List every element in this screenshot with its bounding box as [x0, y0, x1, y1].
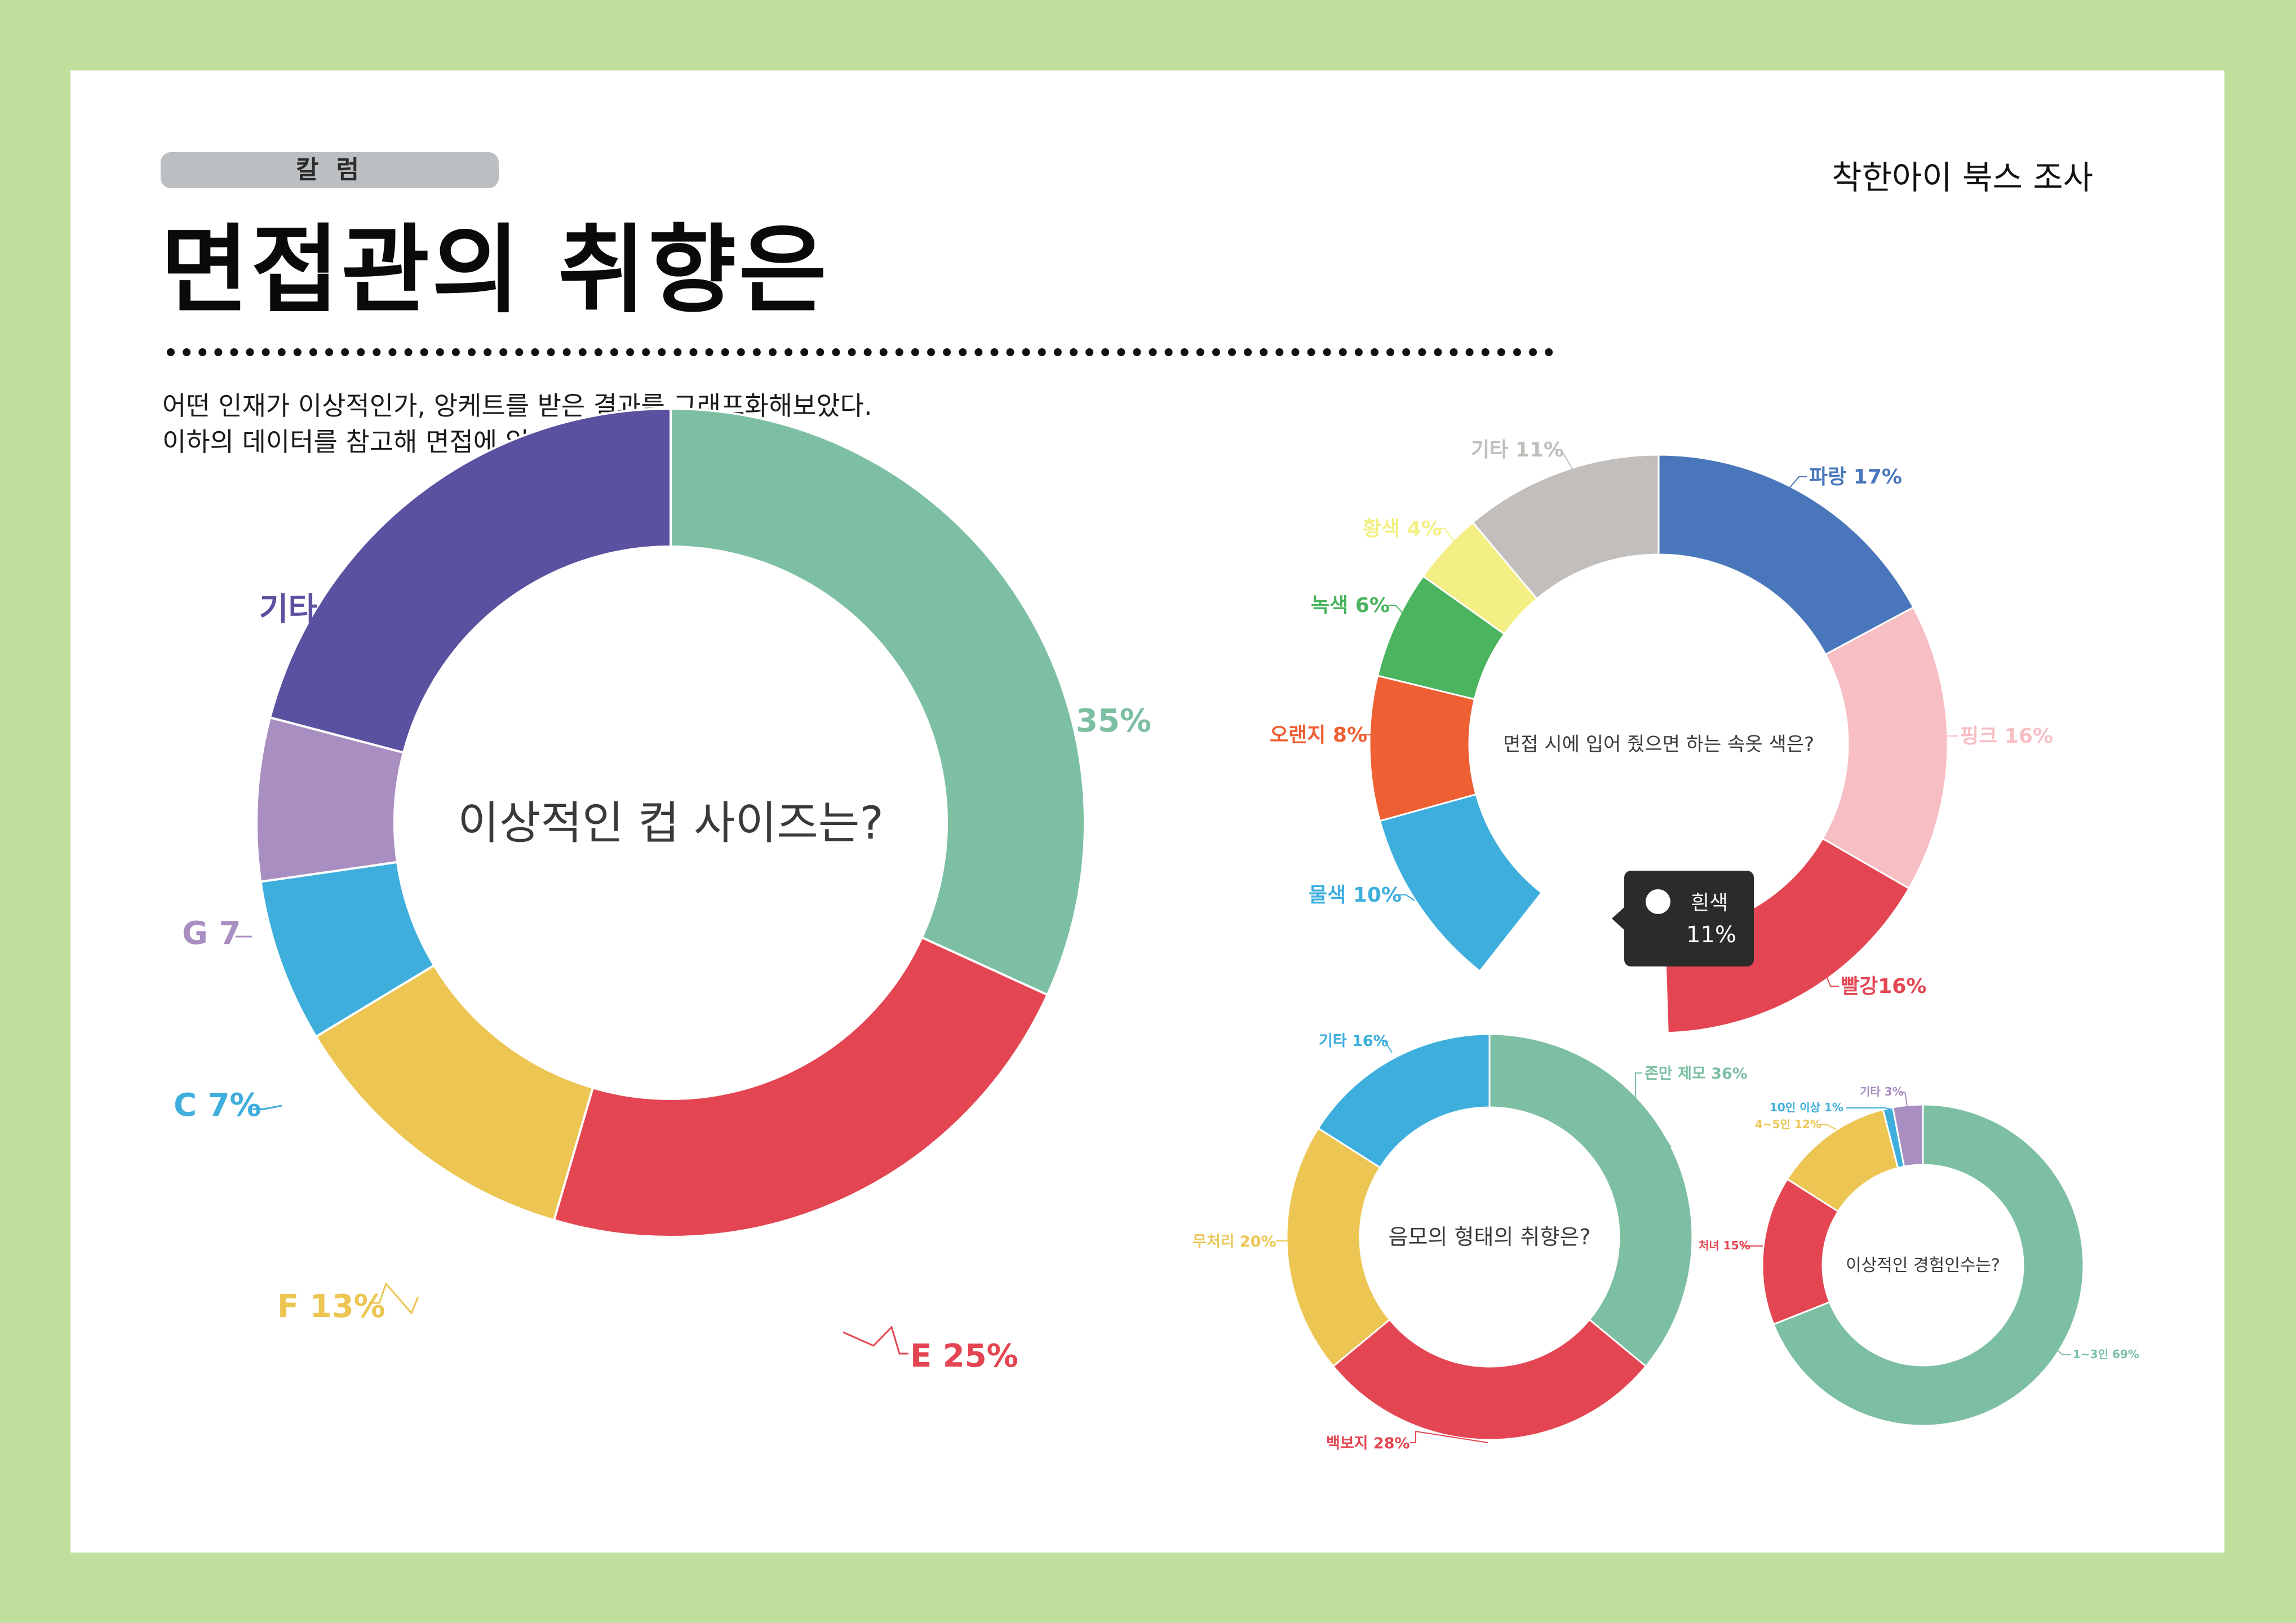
data-label-underwear-color-5: 오랜지 8% — [1270, 724, 1367, 747]
leader-line-underwear-color-7 — [1438, 528, 1455, 542]
leader-line-underwear-color-6 — [1389, 605, 1406, 616]
data-label-partner-count-3: 10인 이상 1% — [1770, 1101, 1843, 1114]
slice-underwear-color-2[interactable] — [1664, 837, 1911, 1034]
data-label-partner-count-4: 기타 3% — [1860, 1085, 1904, 1098]
tooltip-label: 흰색 — [1691, 892, 1728, 915]
leader-line-underwear-color-4 — [1399, 894, 1415, 901]
data-label-partner-count-2: 4~5인 12% — [1755, 1118, 1821, 1131]
chart-title-underwear-color: 면접 시에 입어 줬으면 하는 속옷 색은? — [1503, 733, 1814, 756]
chart-title-pubic-hair: 음모의 형태의 취향은? — [1389, 1225, 1591, 1249]
slice-underwear-color-8[interactable] — [1471, 454, 1660, 600]
page-title: 면접관의 취향은 — [161, 215, 829, 326]
data-label-underwear-color-1: 핑크 16% — [1960, 725, 2053, 748]
leader-line-pubic-hair-3 — [1380, 1040, 1393, 1053]
leader-line-cup-size-1 — [843, 1325, 908, 1355]
donut-chart-cup-size: D 35% E 25% F 13% C 7% G 7 기타 23% 이상적인 컵 사이즈는? — [174, 407, 1151, 1374]
data-label-pubic-hair-2: 무처리 20% — [1193, 1233, 1276, 1250]
data-label-cup-size-2: F 13% — [277, 1288, 385, 1325]
data-label-underwear-color-2: 빨강16% — [1841, 975, 1926, 998]
tooltip-box — [1624, 871, 1754, 966]
slice-pubic-hair-2[interactable] — [1286, 1127, 1391, 1368]
data-label-underwear-color-6: 녹색 6% — [1311, 594, 1390, 617]
tooltip-swatch-icon — [1646, 889, 1670, 914]
leader-line-partner-count-4 — [1900, 1092, 1908, 1106]
leader-line-pubic-hair-0 — [1635, 1072, 1672, 1147]
leader-line-underwear-color-0 — [1786, 476, 1807, 492]
slice-pubic-hair-0[interactable] — [1488, 1033, 1694, 1368]
data-label-cup-size-5: 기타 23% — [259, 591, 404, 628]
dotted-divider — [167, 348, 1553, 356]
slice-underwear-color-3[interactable] — [1479, 893, 1668, 1033]
slice-cup-size-2[interactable] — [314, 964, 595, 1222]
tooltip-value: 11% — [1686, 922, 1736, 948]
data-label-partner-count-0: 1~3인 69% — [2073, 1347, 2139, 1361]
slice-cup-size-1[interactable] — [552, 935, 1049, 1238]
donut-chart-partner-count: 1~3인 69% 처녀 15% 4~5인 12% 10인 이상 1% 기타 3% 이상적인… — [1699, 1085, 2139, 1427]
leader-line-pubic-hair-1 — [1410, 1430, 1488, 1443]
slice-pubic-hair-1[interactable] — [1332, 1318, 1647, 1441]
slice-underwear-color-5[interactable] — [1368, 675, 1477, 822]
leader-line-cup-size-3 — [252, 1105, 282, 1110]
slice-cup-size-0[interactable] — [670, 407, 1086, 996]
slice-cup-size-5[interactable] — [268, 407, 672, 754]
leader-line-cup-size-0 — [1019, 722, 1037, 742]
data-label-underwear-color-8: 기타 11% — [1471, 438, 1564, 462]
slice-partner-count-4[interactable] — [1891, 1103, 1924, 1168]
data-label-pubic-hair-0: 존만 제모 36% — [1645, 1065, 1748, 1083]
chart-title-cup-size: 이상적인 컵 사이즈는? — [458, 797, 884, 849]
data-label-cup-size-0: D 35% — [1039, 703, 1151, 739]
data-label-partner-count-1: 처녀 15% — [1699, 1239, 1750, 1252]
leader-line-cup-size-2 — [369, 1282, 419, 1315]
data-label-cup-size-3: C 7% — [174, 1087, 261, 1124]
chart-title-partner-count: 이상적인 경험인수는? — [1846, 1256, 2000, 1275]
leader-line-partner-count-3 — [1846, 1107, 1891, 1110]
data-label-underwear-color-7: 황색 4% — [1363, 517, 1442, 540]
data-label-cup-size-4: G 7 — [182, 915, 241, 952]
slice-tooltip: 흰색 11% — [1612, 871, 1754, 966]
tooltip-pointer — [1612, 907, 1624, 930]
data-label-pubic-hair-3: 기타 16% — [1319, 1032, 1389, 1050]
donut-chart-underwear-color: 파랑 17% 핑크 16% 빨강16% 물색 10% 오랜지 8% 녹색 6% 황색 4% 기… — [1270, 438, 2053, 1034]
slice-underwear-color-0[interactable] — [1657, 454, 1915, 656]
leader-line-partner-count-0 — [2051, 1345, 2071, 1355]
data-label-cup-size-1: E 25% — [910, 1338, 1018, 1374]
data-label-underwear-color-4: 물색 10% — [1309, 884, 1402, 907]
leader-line-underwear-color-2 — [1824, 972, 1839, 987]
slice-partner-count-0[interactable] — [1772, 1103, 2085, 1427]
slice-pubic-hair-3[interactable] — [1317, 1033, 1491, 1169]
leader-line-cup-size-5 — [405, 611, 427, 643]
slice-underwear-color-1[interactable] — [1821, 606, 1949, 890]
donut-chart-pubic-hair: 존만 제모 36% 백보지 28% 무처리 20% 기타 16% 음모의 형태의 취향은… — [1193, 1032, 1748, 1452]
survey-source: 착한아이 북스 조사 — [1832, 158, 2093, 197]
leader-line-underwear-color-8 — [1554, 449, 1573, 469]
leader-line-partner-count-2 — [1820, 1124, 1837, 1130]
data-label-underwear-color-0: 파랑 17% — [1809, 465, 1902, 489]
data-label-pubic-hair-1: 백보지 28% — [1326, 1435, 1410, 1452]
column-badge: 칼 럼 — [161, 152, 499, 188]
